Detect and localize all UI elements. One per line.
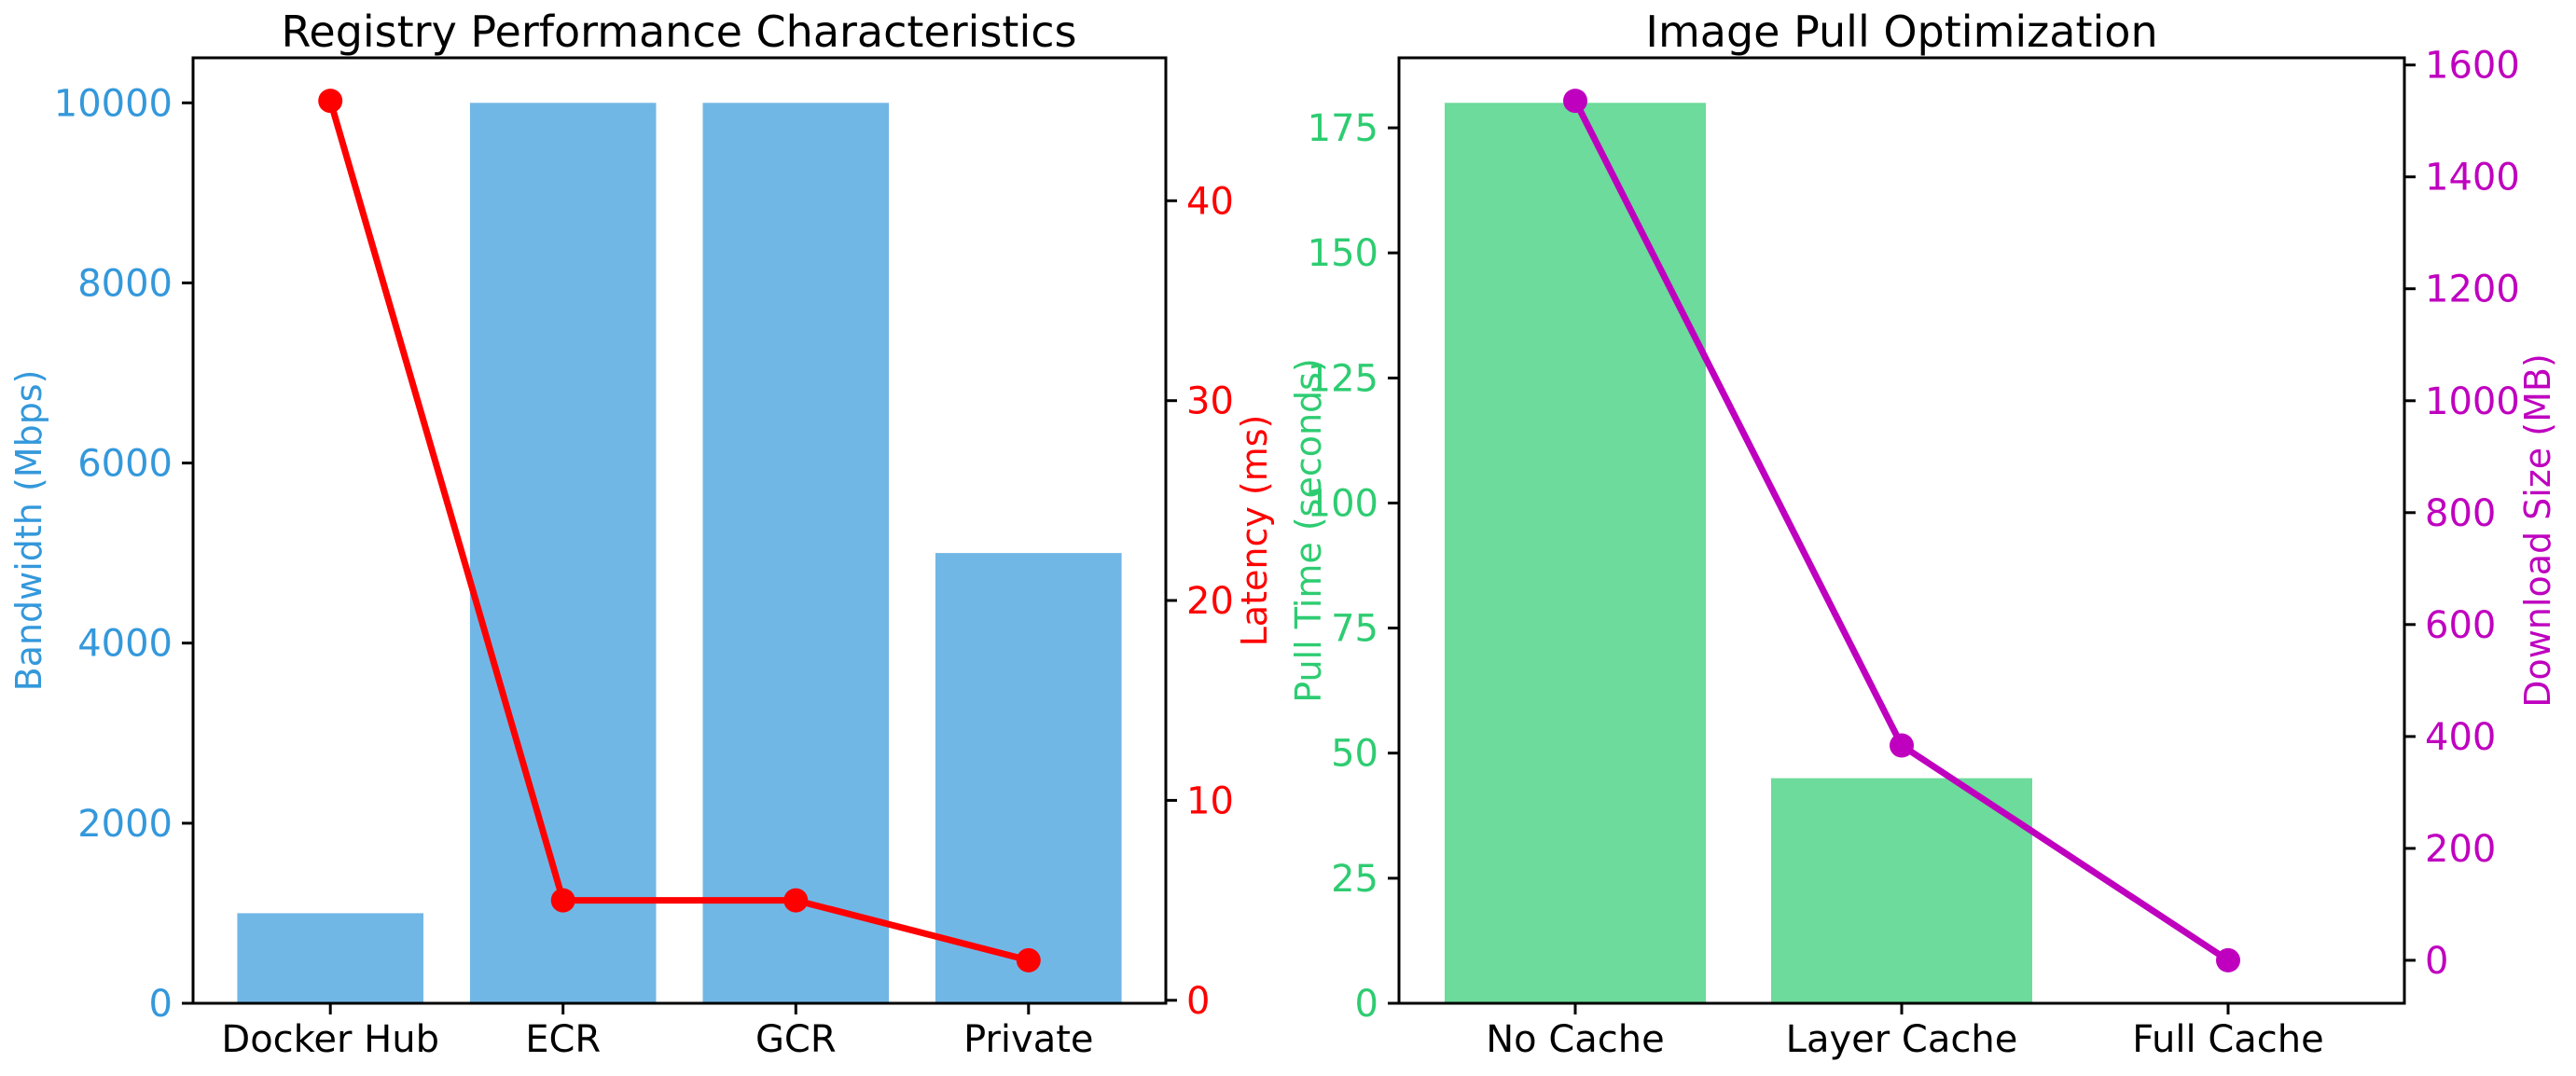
bar-Docker Hub [237,913,423,1003]
marker-No Cache [1563,89,1587,114]
right-tick-label: 10 [1186,779,1234,822]
x-tick-label-ECR: ECR [525,1018,601,1061]
line-series [326,97,1032,964]
left-chart-plot-area: 0 2000 4000 6000 8000 10000 0 10 20 30 40 Docker Hu… [54,56,1234,1061]
right-chart-title: Image Pull Optimization [1645,7,2157,57]
left-tick-label: 6000 [77,443,173,486]
left-tick-label: 0 [1355,983,1378,1026]
left-tick-label: 10000 [54,82,173,125]
right-tick-label: 0 [1186,980,1210,1023]
marker-Layer Cache [1890,733,1914,758]
x-tick-label-Docker Hub: Docker Hub [221,1018,439,1061]
x-tick-label-GCR: GCR [755,1018,837,1061]
marker-Full Cache [2216,947,2240,973]
bandwidth-axis-label: Bandwidth (Mbps) [8,370,49,692]
marker-Private [1016,947,1041,973]
marker-ECR [550,888,575,913]
left-tick-label: 150 [1308,232,1378,275]
left-tick-label: 25 [1331,858,1378,901]
right-tick-label: 20 [1186,580,1234,623]
latency-axis-label: Latency (ms) [1234,415,1275,647]
download-size-axis-label: Download Size (MB) [2517,353,2558,708]
left-tick-label: 50 [1331,733,1378,776]
axes-spines [191,56,1168,1005]
right-tick-label: 0 [2425,940,2448,983]
right-tick-label: 600 [2425,604,2496,647]
left-tick-label: 0 [149,983,173,1026]
right-tick-label: 200 [2425,828,2496,871]
right-tick-label: 400 [2425,716,2496,759]
marker-Docker Hub [318,89,343,114]
x-tick-label-Private: Private [963,1018,1093,1061]
right-tick-label: 1200 [2425,269,2520,311]
right-tick-label: 30 [1186,380,1234,423]
pull-time-axis-label: Pull Time (seconds) [1288,358,1329,703]
right-tick-label: 1600 [2425,45,2520,88]
left-tick-label: 100 [1308,483,1378,526]
left-tick-label: 2000 [77,803,173,846]
x-tick-label-Layer Cache: Layer Cache [1786,1018,2018,1061]
right-tick-label: 1000 [2425,380,2520,423]
left-tick-label: 125 [1308,357,1378,400]
right-tick-label: 800 [2425,492,2496,535]
x-tick-label-No Cache: No Cache [1486,1018,1665,1061]
bar-Private [935,553,1122,1003]
x-tick-label-Full Cache: Full Cache [2132,1018,2324,1061]
bar-Layer Cache [1771,778,2032,1003]
bar-No Cache [1445,103,1706,1004]
right-tick-label: 1400 [2425,157,2520,200]
left-tick-label: 8000 [77,262,173,305]
right-chart-plot-area: 0 25 50 75 100 125 150 175 0 200 400 600 800 1000 1200… [1308,45,2520,1061]
bar-ECR [469,103,657,1004]
marker-GCR [783,888,809,913]
left-tick-label: 175 [1308,107,1378,150]
bar-GCR [702,103,890,1004]
left-tick-label: 75 [1331,608,1378,651]
left-chart-title: Registry Performance Characteristics [282,7,1077,57]
right-tick-label: 40 [1186,180,1234,223]
left-tick-label: 4000 [77,623,173,666]
